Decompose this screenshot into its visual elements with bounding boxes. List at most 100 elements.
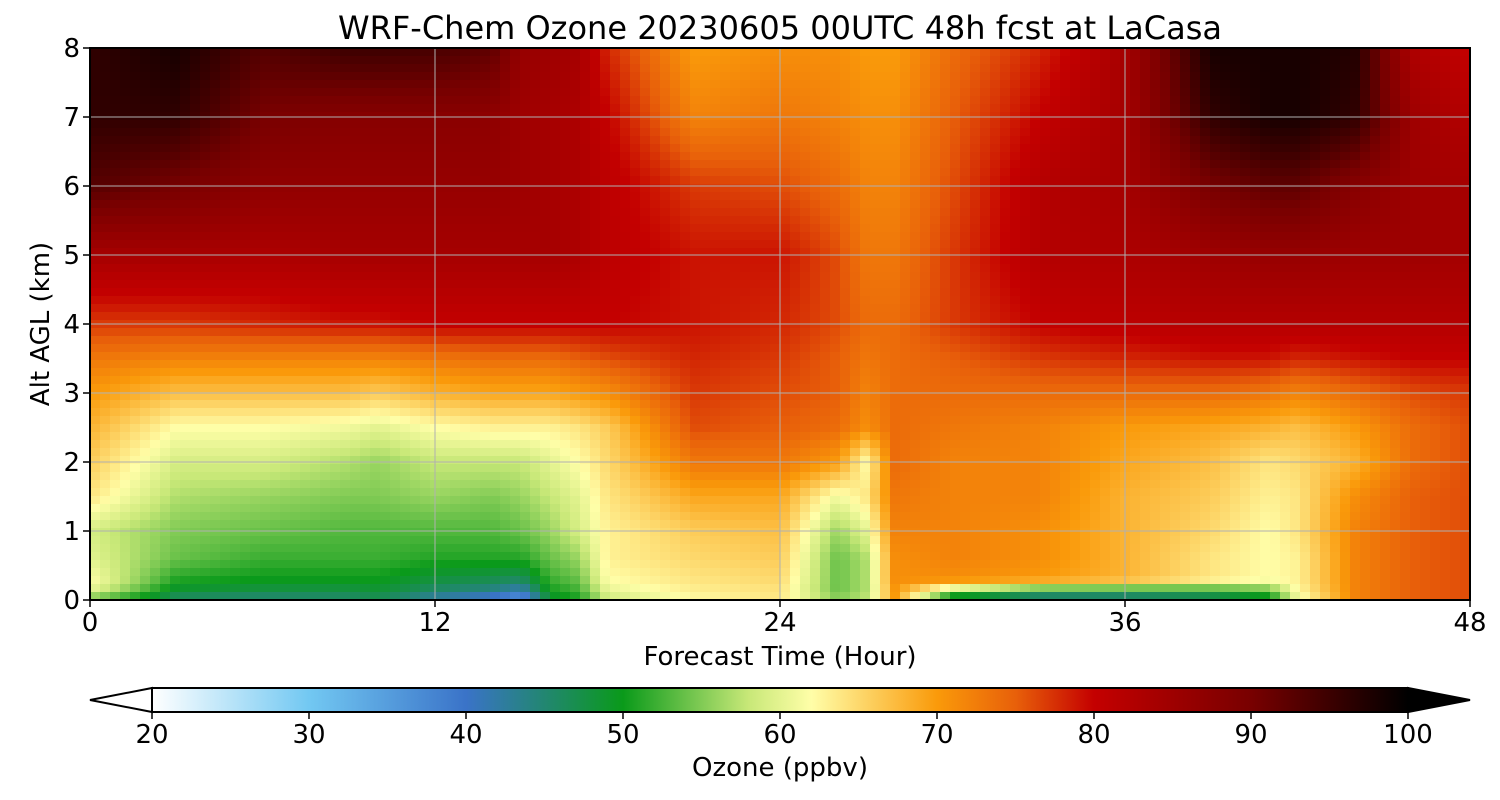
heatmap-cell <box>220 152 231 161</box>
heatmap-cell <box>210 152 221 161</box>
heatmap-cell <box>420 592 431 600</box>
heatmap-cell <box>700 112 711 121</box>
heatmap-cell <box>360 56 371 65</box>
heatmap-cell <box>660 312 671 321</box>
heatmap-cell <box>260 456 271 465</box>
heatmap-cell <box>260 256 271 265</box>
heatmap-cell <box>600 504 611 513</box>
heatmap-cell <box>650 56 661 65</box>
heatmap-cell <box>780 304 791 313</box>
heatmap-cell <box>360 328 371 337</box>
heatmap-cell <box>190 408 201 417</box>
heatmap-cell <box>350 448 361 457</box>
heatmap-cell <box>200 504 211 513</box>
heatmap-cell <box>410 80 421 89</box>
heatmap-cell <box>590 280 601 289</box>
heatmap-cell <box>380 288 391 297</box>
heatmap-cell <box>790 56 801 65</box>
heatmap-cell <box>130 536 141 545</box>
heatmap-cell <box>400 544 411 553</box>
heatmap-cell <box>150 552 161 561</box>
heatmap-cell <box>490 344 501 353</box>
heatmap-cell <box>190 488 201 497</box>
heatmap-cell <box>390 416 401 425</box>
heatmap-cell <box>140 136 151 145</box>
heatmap-cell <box>650 200 661 209</box>
heatmap-cell <box>100 176 111 185</box>
heatmap-cell <box>130 112 141 121</box>
heatmap-cell <box>570 512 581 521</box>
heatmap-cell <box>330 112 341 121</box>
heatmap-cell <box>780 432 791 441</box>
heatmap-cell <box>510 256 521 265</box>
heatmap-cell <box>110 384 121 393</box>
heatmap-cell <box>730 408 741 417</box>
heatmap-cell <box>390 328 401 337</box>
heatmap-cell <box>290 512 301 521</box>
heatmap-cell <box>600 584 611 593</box>
heatmap-cell <box>680 448 691 457</box>
heatmap-cell <box>540 280 551 289</box>
heatmap-cell <box>420 336 431 345</box>
heatmap-cell <box>130 440 141 449</box>
heatmap-cell <box>550 48 561 57</box>
heatmap-cell <box>520 544 531 553</box>
heatmap-cell <box>420 496 431 505</box>
heatmap-cell <box>180 120 191 129</box>
heatmap-cell <box>630 488 641 497</box>
heatmap-cell <box>200 496 211 505</box>
heatmap-cell <box>650 336 661 345</box>
heatmap-cell <box>720 376 731 385</box>
heatmap-cell <box>400 488 411 497</box>
heatmap-cell <box>120 80 131 89</box>
heatmap-cell <box>370 368 381 377</box>
heatmap-cell <box>750 56 761 65</box>
heatmap-cell <box>350 296 361 305</box>
heatmap-cell <box>460 536 471 545</box>
heatmap-cell <box>780 56 791 65</box>
heatmap-cell <box>500 512 511 521</box>
heatmap-cell <box>120 552 131 561</box>
heatmap-cell <box>130 128 141 137</box>
heatmap-cell <box>330 80 341 89</box>
heatmap-cell <box>220 400 231 409</box>
heatmap-cell <box>740 80 751 89</box>
heatmap-cell <box>730 512 741 521</box>
heatmap-cell <box>140 464 151 473</box>
heatmap-cell <box>340 288 351 297</box>
heatmap-cell <box>330 304 341 313</box>
heatmap-cell <box>280 392 291 401</box>
heatmap-cell <box>510 360 521 369</box>
heatmap-cell <box>310 584 321 593</box>
heatmap-cell <box>190 304 201 313</box>
heatmap-cell <box>710 472 721 481</box>
heatmap-cell <box>580 152 591 161</box>
heatmap-cell <box>540 328 551 337</box>
heatmap-cell <box>100 504 111 513</box>
heatmap-cell <box>200 520 211 529</box>
heatmap-cell <box>710 72 721 81</box>
heatmap-cell <box>280 528 291 537</box>
heatmap-cell <box>710 424 721 433</box>
heatmap-cell <box>120 224 131 233</box>
heatmap-cell <box>140 120 151 129</box>
heatmap-cell <box>670 408 681 417</box>
heatmap-cell <box>420 456 431 465</box>
heatmap-cell <box>230 400 241 409</box>
heatmap-cell <box>460 408 471 417</box>
heatmap-cell <box>560 400 571 409</box>
heatmap-cell <box>730 360 741 369</box>
heatmap-cell <box>550 288 561 297</box>
heatmap-cell <box>190 280 201 289</box>
heatmap-cell <box>250 328 261 337</box>
heatmap-cell <box>220 584 231 593</box>
heatmap-cell <box>370 560 381 569</box>
heatmap-cell <box>630 560 641 569</box>
heatmap-cell <box>520 256 531 265</box>
heatmap-cell <box>660 232 671 241</box>
heatmap-cell <box>790 304 801 313</box>
heatmap-cell <box>620 408 631 417</box>
heatmap-cell <box>200 288 211 297</box>
heatmap-cell <box>400 112 411 121</box>
heatmap-cell <box>770 432 781 441</box>
